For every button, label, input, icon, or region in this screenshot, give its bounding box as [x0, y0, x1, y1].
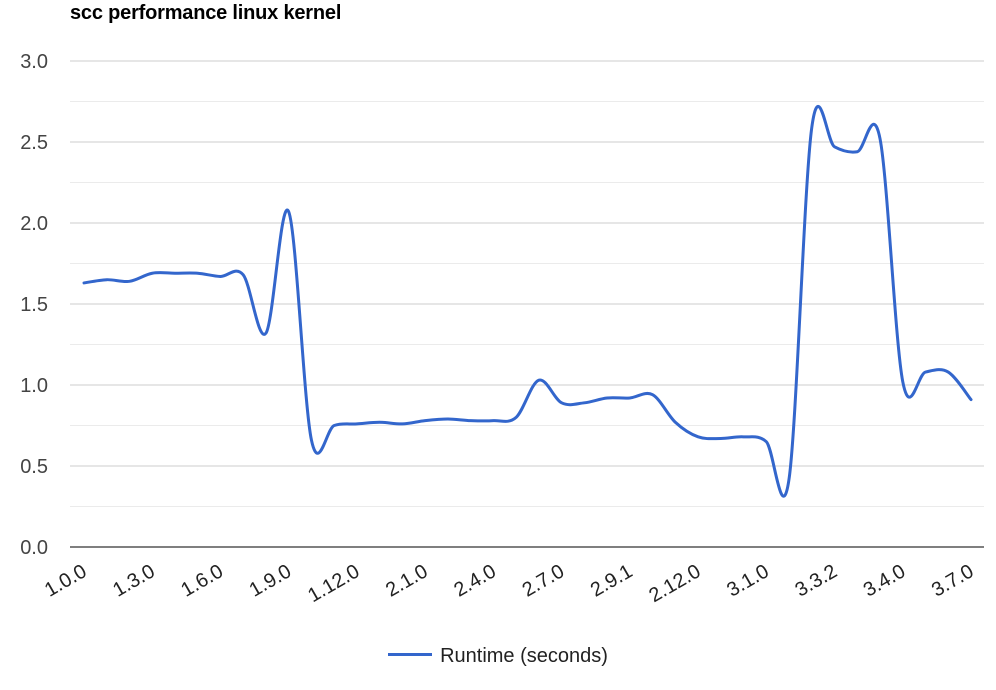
x-tick-label: 3.1.0 [723, 560, 773, 601]
data-point-1.1.0[interactable] [103, 276, 111, 284]
data-point-2.4.0[interactable] [489, 417, 497, 425]
data-point-1.11.0[interactable] [330, 422, 338, 430]
data-point-3.5.0[interactable] [922, 368, 930, 376]
data-point-3.0.0[interactable] [740, 433, 748, 441]
legend-label-runtime: Runtime (seconds) [440, 645, 608, 667]
x-tick-label: 1.6.0 [177, 560, 227, 601]
data-point-1.13.0[interactable] [376, 418, 384, 426]
data-point-2.7.0[interactable] [558, 399, 566, 407]
data-point-3.1.0[interactable] [762, 438, 770, 446]
data-point-1.9.0[interactable] [285, 208, 293, 216]
x-axis-ticks: 1.0.0 1.3.0 1.6.0 1.9.0 1.12.0 2.1.0 2.4.0 2.7.… [41, 560, 978, 607]
data-point-2.6.0[interactable] [535, 376, 543, 384]
y-tick-label: 2.5 [20, 132, 48, 154]
data-point-2.8.0[interactable] [580, 399, 588, 407]
data-point-1.12.0[interactable] [353, 420, 361, 428]
gridlines [70, 60, 984, 507]
data-point-2.9.1[interactable] [626, 394, 634, 402]
x-tick-label: 3.4.0 [860, 560, 910, 601]
data-point-2.5.0[interactable] [512, 413, 520, 421]
y-tick-label: 0.5 [20, 456, 48, 478]
x-tick-label: 2.4.0 [450, 560, 500, 601]
data-point-2.10.0[interactable] [649, 391, 657, 399]
chart-title: scc performance linux kernel [70, 2, 342, 24]
data-point-2.0.0[interactable] [398, 420, 406, 428]
data-point-2.1.0[interactable] [421, 417, 429, 425]
data-point-1.10.0[interactable] [307, 436, 315, 444]
data-point-3.3.4[interactable] [876, 135, 884, 143]
data-point-1.0.0[interactable] [80, 279, 88, 287]
legend-swatch-runtime [388, 653, 433, 657]
y-tick-label: 1.0 [20, 375, 48, 397]
data-point-2.9.0[interactable] [603, 394, 611, 402]
data-point-1.8.0[interactable] [262, 329, 270, 337]
data-point-3.7.0[interactable] [967, 396, 975, 404]
data-point-3.3.3[interactable] [853, 148, 861, 156]
data-point-1.4.0[interactable] [171, 269, 179, 277]
data-point-2.11.0[interactable] [671, 418, 679, 426]
series-layer [80, 105, 975, 498]
x-tick-label: 1.12.0 [304, 560, 363, 607]
data-point-2.13.0[interactable] [717, 434, 725, 442]
x-tick-label: 1.9.0 [246, 560, 296, 601]
line-chart: 0.0 0.5 1.0 1.5 2.0 2.5 3.0 1.0.0 1.3.0 1.6.0 1.9… [20, 51, 984, 607]
data-point-3.2.0[interactable] [785, 475, 793, 483]
data-point-2.12.0[interactable] [694, 433, 702, 441]
x-tick-label: 2.1.0 [382, 560, 432, 601]
data-point-3.4.0[interactable] [899, 378, 907, 386]
data-point-2.2.0[interactable] [444, 415, 452, 423]
y-tick-label: 3.0 [20, 51, 48, 73]
data-point-3.3.0[interactable] [808, 123, 816, 131]
data-point-1.2.0[interactable] [125, 277, 133, 285]
x-tick-label: 3.7.0 [928, 560, 978, 601]
y-tick-label: 0.0 [20, 537, 48, 559]
x-tick-label: 2.9.1 [587, 560, 637, 601]
data-point-1.7.0[interactable] [239, 271, 247, 279]
data-point-1.5.0[interactable] [194, 269, 202, 277]
data-point-1.3.0[interactable] [148, 269, 156, 277]
x-tick-label: 2.12.0 [645, 560, 704, 607]
x-tick-label: 2.7.0 [519, 560, 569, 601]
data-point-1.6.0[interactable] [216, 272, 224, 280]
x-tick-label: 1.0.0 [41, 560, 91, 601]
series-line-runtime[interactable] [82, 105, 973, 498]
y-axis-ticks: 0.0 0.5 1.0 1.5 2.0 2.5 3.0 [20, 51, 48, 559]
x-tick-label: 1.3.0 [109, 560, 159, 601]
x-tick-label: 3.3.2 [792, 560, 842, 601]
data-point-3.6.0[interactable] [944, 368, 952, 376]
data-point-2.3.0[interactable] [467, 417, 475, 425]
legend[interactable]: Runtime (seconds) [0, 645, 996, 668]
y-tick-label: 2.0 [20, 213, 48, 235]
y-tick-label: 1.5 [20, 294, 48, 316]
data-point-3.3.2[interactable] [831, 143, 839, 151]
